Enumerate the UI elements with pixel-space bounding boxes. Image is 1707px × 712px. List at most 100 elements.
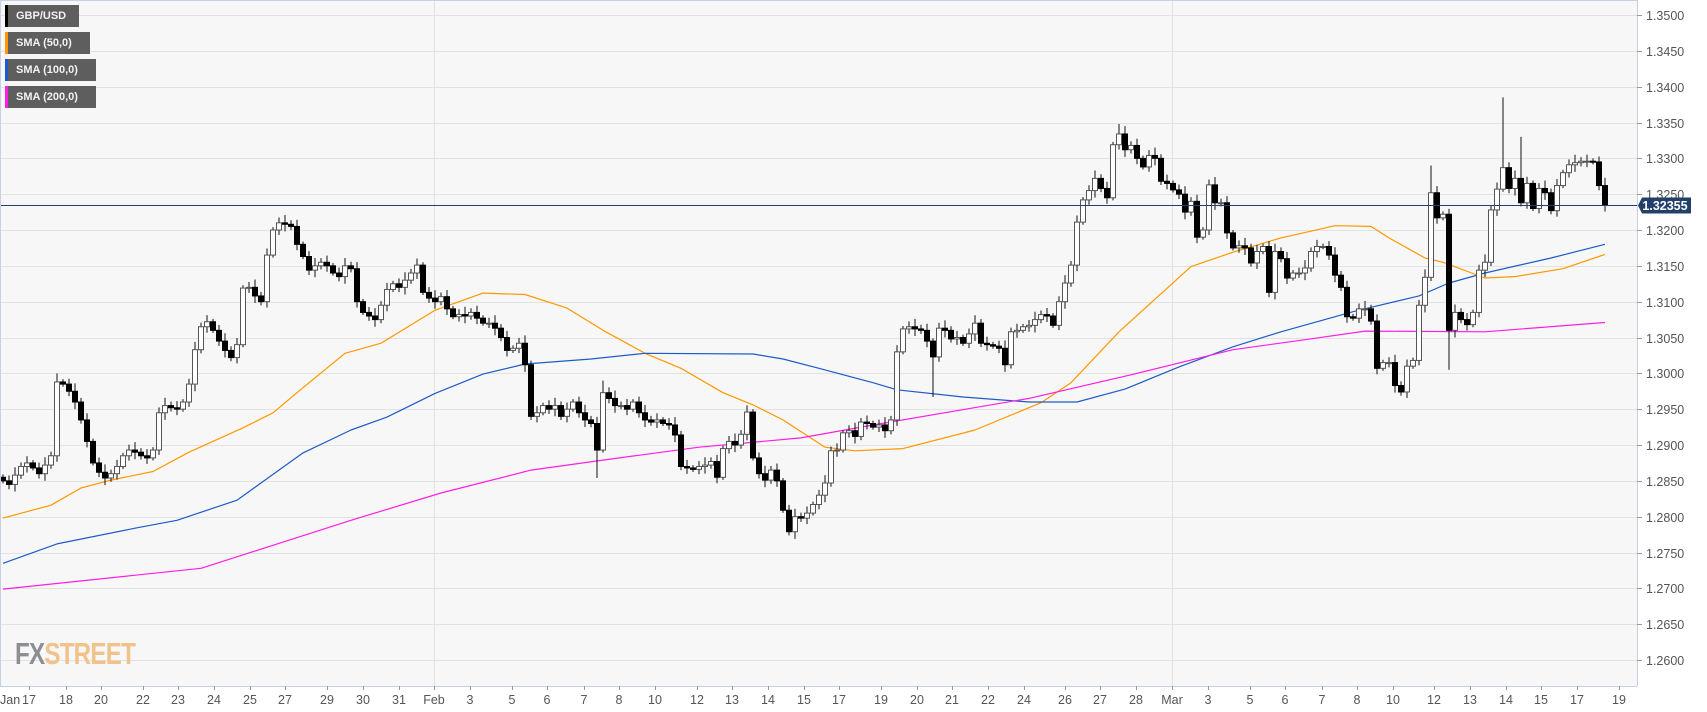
candle (1008, 327, 1014, 369)
candle-body-bullish (204, 321, 210, 328)
candle-body-bullish (12, 474, 18, 485)
candle-body-bearish (588, 419, 594, 425)
legend-gbpusd[interactable]: GBP/USD (5, 5, 79, 27)
candle (180, 399, 186, 412)
candle-body-bearish (288, 223, 294, 227)
candle-body-bearish (1122, 133, 1128, 151)
candle-body-bearish (1164, 180, 1170, 184)
candle-body-bullish (126, 449, 132, 457)
candle-body-bullish (1314, 245, 1320, 253)
candle (1500, 97, 1506, 192)
candle-body-bearish (762, 473, 768, 481)
candle-body-bullish (540, 405, 546, 414)
candle-body-bearish (1464, 319, 1470, 326)
candle-body-bullish (1410, 359, 1416, 367)
candle (966, 328, 972, 349)
candle (666, 418, 672, 430)
candle-body-bearish (492, 322, 498, 329)
candle (444, 290, 450, 315)
candle-body-bearish (1140, 157, 1146, 168)
candle (486, 317, 492, 329)
candle-body-bearish (912, 326, 918, 330)
x-tick-label: 27 (1093, 693, 1107, 707)
candle-body-bearish (1002, 347, 1008, 366)
candle (456, 309, 462, 322)
candle-body-bearish (660, 419, 666, 425)
candle (156, 407, 162, 455)
candle (198, 322, 204, 354)
candle-body-bullish (1008, 331, 1014, 366)
candle (858, 417, 864, 441)
candle-body-bullish (378, 304, 384, 321)
candle-body-bearish (918, 328, 924, 331)
y-tick-label: 1.3200 (1646, 224, 1684, 238)
candle-body-bullish (402, 279, 408, 288)
x-tick-label: 31 (392, 693, 406, 707)
legend-sma-200[interactable]: SMA (200,0) (5, 86, 96, 108)
candle-body-bullish (108, 473, 114, 479)
y-tick-label: 1.2650 (1646, 618, 1684, 632)
candle (1146, 150, 1152, 172)
candle (642, 404, 648, 428)
x-axis: Jan 17 18 20 22 23 24 25 27 29 30 31 Feb 3 5 6 7 8 10 12 13 1… (0, 686, 1626, 707)
candle (1098, 174, 1104, 193)
y-tick-label: 1.3100 (1646, 296, 1684, 310)
candle (1302, 260, 1308, 281)
candle (288, 220, 294, 231)
candle (960, 334, 966, 346)
candle-body-bearish (882, 424, 888, 432)
candle-body-bullish (240, 287, 246, 346)
legend-sma-100[interactable]: SMA (100,0) (5, 59, 96, 81)
candle (1056, 296, 1062, 331)
candle (102, 464, 108, 486)
candle-body-bullish (1068, 264, 1074, 284)
candle (1308, 247, 1314, 272)
candle-body-bullish (438, 296, 444, 303)
candle-body-bearish (1194, 200, 1200, 238)
candle (1242, 237, 1248, 256)
candle-body-bearish (462, 314, 468, 317)
candle-body-bearish (942, 327, 948, 331)
legend-label: SMA (200,0) (16, 91, 78, 103)
candle-body-bearish (324, 261, 330, 267)
candle (648, 415, 654, 426)
candle-body-bullish (1380, 362, 1386, 369)
candle-body-bearish (210, 321, 216, 331)
candle-body-bullish (1110, 144, 1116, 199)
candle-body-bullish (456, 314, 462, 318)
candle-body-bullish (858, 421, 864, 437)
candle (1314, 239, 1320, 258)
candle (6, 475, 12, 490)
x-tick-label: 17 (22, 693, 36, 707)
candle (1488, 205, 1494, 266)
candle (1044, 307, 1050, 322)
candle-body-bullish (816, 494, 822, 506)
candle (1392, 354, 1398, 393)
x-tick-label: 3 (1205, 693, 1212, 707)
candle-body-bullish (972, 322, 978, 335)
candle (1440, 211, 1446, 221)
candle (924, 323, 930, 348)
legend-sma-50[interactable]: SMA (50,0) (5, 32, 90, 54)
y-tick-label: 1.3150 (1646, 260, 1684, 274)
candle-body-bullish (1272, 251, 1278, 293)
candle-body-bullish (702, 464, 708, 468)
candle-body-bearish (1602, 185, 1608, 206)
candle-body-bullish (120, 455, 126, 468)
candle (774, 463, 780, 487)
candle-body-bearish (1230, 232, 1236, 249)
candle-body-bullish (1038, 314, 1044, 321)
candle-body-bearish (1170, 182, 1176, 191)
candle-body-bearish (576, 401, 582, 414)
candle (780, 477, 786, 513)
grid-lines (0, 0, 1637, 686)
candle (468, 308, 474, 320)
legend-swatch (5, 32, 8, 54)
candle (138, 448, 144, 460)
candle-body-bullish (486, 322, 492, 325)
candle-body-bearish (366, 311, 372, 317)
candle (942, 320, 948, 338)
candle-body-bullish (1146, 154, 1152, 168)
x-tick-label: 24 (207, 693, 221, 707)
candle (810, 501, 816, 516)
